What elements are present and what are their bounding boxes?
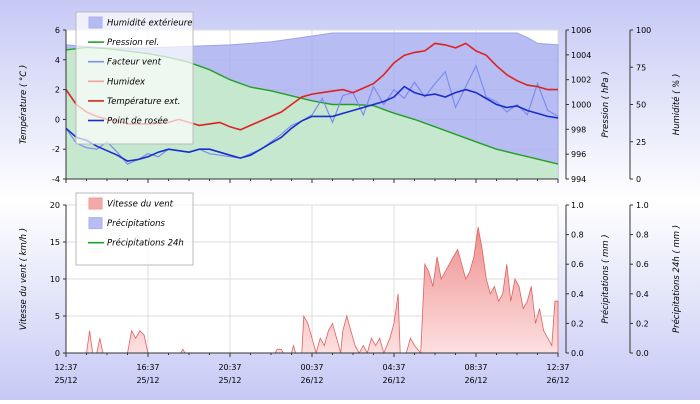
x-tick-label-date: 26/12 [464,376,487,385]
y-axis-label-right2: Humidité ( % ) [671,74,682,136]
x-tick-label-date: 26/12 [300,376,323,385]
x-tick-label-time: 16:37 [136,363,159,372]
y-tick-label-left: 2 [55,86,60,95]
y-tick-label-right1: 994 [571,175,586,184]
y-tick-label-left: -2 [52,145,60,154]
y-tick-label-right1: 1.0 [571,201,584,210]
x-tick-label-date: 26/12 [382,376,405,385]
y-tick-label-right1: 0.4 [571,290,584,299]
y-tick-label-right1: 0.8 [571,231,584,240]
dewpoint-line [65,85,559,162]
y-axis-label-left: Température ( °C ) [18,65,29,144]
legend-label: Humidité extérieure [107,18,192,29]
y-axis-label-left: Vitesse du vent ( km/h ) [19,228,29,330]
y-tick-label-right2: 75 [636,63,646,72]
y-tick-label-left: -4 [52,175,60,184]
y-tick-label-right1: 996 [571,150,586,159]
legend-label: Précipitations [107,218,165,229]
legend-swatch [88,217,103,230]
legend: Vitesse du vent Précipitations Précipitati… [75,192,194,266]
y-tick-label-right2: 100 [636,26,651,35]
y-tick-label-right2: 0.6 [636,260,649,269]
y-tick-label-right2: 0.4 [636,290,649,299]
y-tick-label-left: 0 [55,349,60,358]
y-tick-label-right2: 0.2 [636,319,649,328]
y-tick-label-right1: 1004 [571,51,591,60]
y-tick-label-right1: 1002 [571,76,591,85]
y-axis-label-right1: Précipitations ( mm ) [600,234,611,323]
y-tick-label-left: 5 [55,312,60,321]
y-tick-label-right1: 1006 [571,26,591,35]
y-axis-label-right1: Pression ( hPa ) [601,71,611,137]
y-tick-label-left: 0 [55,115,60,124]
x-tick-label-time: 12:37 [54,363,77,372]
y-tick-label-right2: 50 [636,101,646,110]
y-tick-label-right2: 25 [636,138,646,147]
x-tick-label-time: 08:37 [464,363,487,372]
legend-label: Vitesse du vent [107,200,174,210]
windchill-line [65,64,559,165]
y-tick-label-right2: 1.0 [636,201,649,210]
y-tick-label-right2: 0 [636,175,641,184]
y-tick-label-right2: 0.8 [636,231,649,240]
y-tick-label-left: 20 [50,201,60,210]
x-tick-label-time: 04:37 [382,363,405,372]
legend-label: Température ext. [107,96,180,107]
y-tick-label-left: 6 [55,26,60,35]
y-tick-label-right1: 1000 [571,101,591,110]
x-tick-label-date: 25/12 [136,376,159,385]
legend-swatch [88,197,103,210]
legend-box [75,11,194,145]
legend: Humidité extérieure Pression rel. Facteur … [75,11,194,145]
legend-label: Humidex [107,77,146,87]
y-tick-label-right2: 0.0 [636,349,649,358]
y-tick-label-right1: 0.2 [571,319,584,328]
y-tick-label-right1: 998 [571,125,586,134]
y-tick-label-right1: 0.6 [571,260,584,269]
x-tick-label-time: 20:37 [218,363,241,372]
y-tick-label-left: 15 [50,238,60,247]
legend-label: Pression rel. [107,38,159,48]
y-axis-label-right2: Précipitations 24h ( mm ) [671,225,682,333]
x-tick-label-date: 25/12 [54,376,77,385]
x-tick-label-date: 26/12 [546,376,569,385]
legend-label: Point de rosée [107,116,168,127]
wind-chart: 0 5 10 15 20 Vitesse du vent ( km/h ) 0.0 0.2 0.… [19,192,682,385]
y-tick-label-right1: 0.0 [571,349,584,358]
y-tick-label-left: 10 [50,275,60,284]
y-tick-label-left: 4 [55,56,60,65]
x-tick-label-time: 00:37 [300,363,323,372]
legend-swatch [88,16,103,29]
x-tick-label-time: 12:37 [546,363,569,372]
x-tick-label-date: 25/12 [218,376,241,385]
legend-label: Précipitations 24h [107,238,184,249]
legend-label: Facteur vent [107,58,162,68]
